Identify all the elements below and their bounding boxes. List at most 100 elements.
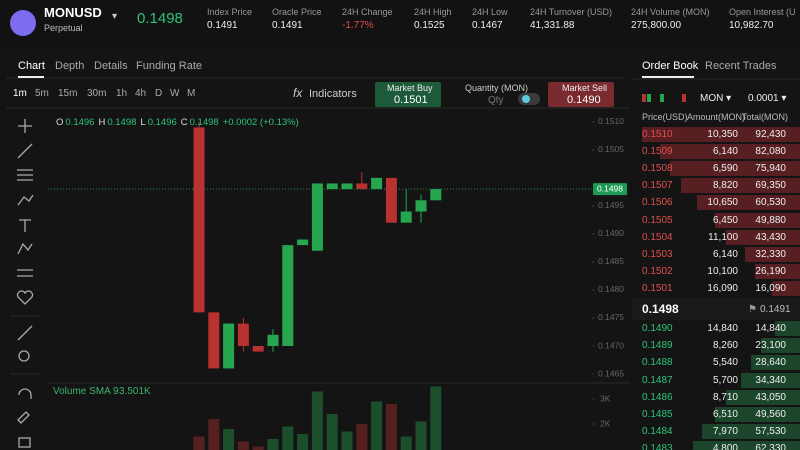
y-tick-label: 0.1470: [598, 340, 624, 350]
volume-bar: [371, 401, 383, 450]
subtitle: Perpetual: [44, 23, 83, 33]
chart-tab[interactable]: Funding Rate: [136, 60, 203, 72]
y-tick-label: 0.1490: [598, 228, 624, 238]
book-amount: 6,590: [712, 163, 738, 175]
book-price[interactable]: 0.1483: [642, 443, 673, 450]
mark-price: 0.1491: [760, 304, 791, 315]
volume-title: Volume SMA 9: [53, 386, 119, 397]
depth-bar: [659, 144, 800, 160]
column-header: Total(MON): [742, 112, 789, 122]
book-price[interactable]: 0.1490: [642, 323, 673, 334]
legend-key: L: [140, 117, 146, 128]
book-price[interactable]: 0.1486: [642, 391, 673, 403]
stat-label: 24H Change: [342, 7, 393, 17]
ohlc-legend: O 0.1496 H 0.1498 L 0.1496 C 0.1498 +0.0002 (+0.…: [52, 117, 299, 129]
last-price-label: 0.1498: [597, 183, 623, 193]
book-price[interactable]: 0.1487: [642, 374, 673, 386]
buy-price: 0.1501: [394, 94, 428, 106]
book-price[interactable]: 0.1502: [642, 265, 673, 277]
stat-value: 275,800.00: [631, 20, 682, 31]
volume-sma: 3.501K: [119, 386, 151, 397]
book-price[interactable]: 0.1484: [642, 426, 673, 438]
interval[interactable]: 1m: [13, 88, 27, 99]
symbol[interactable]: MONUSD: [44, 5, 102, 20]
book-price[interactable]: 0.1507: [642, 180, 673, 192]
book-price[interactable]: 0.1504: [642, 231, 673, 243]
precision-select[interactable]: 0.0001 ▾: [748, 93, 787, 104]
volume-bar: [282, 426, 294, 450]
interval[interactable]: M: [187, 88, 196, 99]
y-tick-label: 0.1510: [598, 116, 624, 126]
candle-body: [282, 245, 294, 347]
book-price[interactable]: 0.1505: [642, 214, 673, 226]
book-amount: 10,100: [707, 265, 738, 277]
candle-body: [223, 323, 235, 369]
book-price[interactable]: 0.1510: [642, 129, 673, 140]
volume-bar: [223, 429, 235, 450]
book-total: 28,640: [755, 357, 786, 369]
book-price[interactable]: 0.1501: [642, 282, 673, 294]
buy-button[interactable]: [375, 82, 441, 107]
depth-bar: [760, 338, 800, 354]
sell-button[interactable]: [548, 82, 614, 107]
sell-label: Market Sell: [562, 83, 608, 93]
caret[interactable]: ▾: [112, 11, 118, 22]
chart-tab[interactable]: Details: [94, 60, 128, 72]
interval[interactable]: 1h: [116, 88, 128, 99]
book-total: 32,330: [755, 248, 786, 260]
book-price[interactable]: 0.1485: [642, 409, 673, 420]
candle-body: [430, 189, 442, 201]
legend-key: O: [56, 117, 64, 128]
toggle-knob: [522, 95, 530, 103]
buy-label: Market Buy: [387, 83, 433, 93]
volume-bar: [311, 391, 323, 450]
interval[interactable]: D: [155, 88, 163, 99]
book-price[interactable]: 0.1508: [642, 163, 673, 175]
book-total: 14,840: [755, 323, 786, 334]
last-price-tag: [593, 183, 627, 196]
interval[interactable]: 15m: [58, 88, 78, 99]
candle-body: [267, 334, 279, 347]
depth-bar: [714, 212, 800, 228]
book-total: 49,560: [755, 409, 786, 420]
logo: [10, 10, 36, 36]
depth-bar: [774, 321, 800, 336]
volume-bar: [297, 434, 309, 450]
column-header: Amount(MON): [687, 112, 746, 122]
stat-value: -1.77%: [342, 20, 374, 31]
legend-value: 0.1498: [189, 117, 219, 128]
indicators[interactable]: Indicators: [309, 88, 357, 100]
book-price[interactable]: 0.1489: [642, 340, 673, 352]
book-total: 57,530: [755, 426, 786, 438]
unit-select[interactable]: MON ▾: [700, 93, 732, 104]
interval[interactable]: 30m: [87, 88, 107, 99]
volume-bar: [385, 404, 397, 450]
qty-input[interactable]: Qty: [488, 95, 504, 106]
volume-bar: [400, 436, 412, 450]
interval[interactable]: W: [170, 88, 180, 99]
draw-tools[interactable]: [16, 119, 34, 448]
candle-body: [252, 346, 264, 352]
depth-bar: [725, 229, 800, 245]
book-price[interactable]: 0.1503: [642, 248, 673, 260]
chart-canvas: 0.1510 0.1505 0.1495 0.1490 0.1485 0.1480 0.14…: [6, 76, 630, 450]
stat-label: Oracle Price: [272, 7, 322, 17]
stat-value: 0.1467: [472, 20, 503, 31]
book-price[interactable]: 0.1488: [642, 357, 673, 369]
book-price[interactable]: 0.1506: [642, 197, 673, 209]
book-tab[interactable]: Order Book: [642, 60, 699, 72]
book-total: 92,430: [755, 129, 786, 140]
book-price[interactable]: 0.1509: [642, 146, 673, 158]
chart-tab[interactable]: Depth: [55, 60, 85, 72]
book-total: 26,190: [755, 265, 786, 277]
interval[interactable]: 5m: [35, 88, 49, 99]
stat-label: 24H Turnover (USD): [530, 7, 613, 17]
chart-tab[interactable]: Chart: [18, 60, 45, 72]
sell-price: 0.1490: [567, 94, 601, 106]
interval[interactable]: 4h: [135, 88, 147, 99]
candle-body: [193, 127, 205, 313]
volume-bar: [208, 419, 220, 450]
book-tab[interactable]: Recent Trades: [705, 60, 777, 72]
book-amount: 11,100: [708, 231, 738, 243]
view-toggle[interactable]: [642, 94, 686, 102]
